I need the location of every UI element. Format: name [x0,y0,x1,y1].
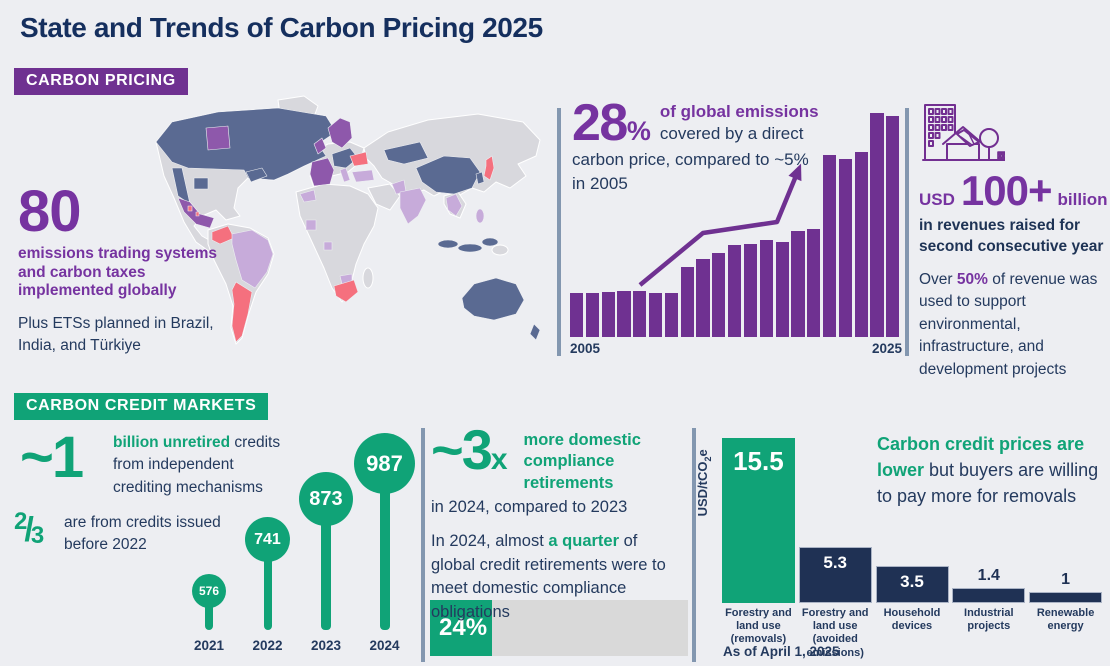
progress-label: 24% [439,614,488,641]
ets-planned-note: Plus ETSs planned in Brazil, India, and … [18,314,214,355]
coverage-line-2: covered by a direct [659,124,804,144]
revenue-unit: billion [1057,190,1108,209]
price-chart: 15.5 5.3 3.5 1.4 1 [720,435,1104,603]
price-chart-asof: As of April 1, 2025 [723,644,840,659]
section-badge-carbon-credit-markets: CARBON CREDIT MARKETS [14,393,269,420]
world-map [155,95,541,345]
coverage-line-1: of global emissions [659,102,819,121]
coverage-percent: 28% [572,94,651,152]
coverage-line-3: carbon price, compared to ~5% [572,150,809,170]
divider-vertical-2 [905,108,909,356]
revenue-bold-line-2: second consecutive year [919,238,1104,256]
price-headline: Carbon credit prices are lower but buyer… [877,434,1099,507]
revenue-amount: 100+ [960,167,1053,214]
ets-count: 80 [18,179,82,244]
unretired-credits-text: billion unretired credits from independe… [113,434,281,496]
price-category-label: Renewable energy [1036,607,1095,633]
revenue-block: USD 100+ billion in revenues raised for … [919,100,1109,381]
section-badge-carbon-pricing: CARBON PRICING [14,68,188,95]
price-chart-ylabel: USD/tCO2e [695,449,713,517]
price-category-label: Forestry and land use (removals) [725,607,792,646]
page-title: State and Trends of Carbon Pricing 2025 [20,12,543,43]
retirements-paragraph: In 2024, almost a quarter of global cred… [431,532,666,621]
retirements-block: ~3x more domestic compliance retirements… [431,418,685,624]
coverage-xtick-2005: 2005 [570,341,601,356]
two-thirds-fraction: 2/3 [14,508,45,549]
city-buildings-icon [922,104,1005,161]
coverage-chart-bars [570,113,902,337]
price-category-label: Forestry and land use (avoided emissions… [801,607,869,659]
coverage-xtick-2025: 2025 [871,341,902,356]
progress-fill: 24% [430,600,492,656]
compliance-share-progress-bar: 24% [430,600,688,656]
revenue-50pct-highlight: 50% [956,270,988,288]
retirements-highlight: more domestic compliance retirements [523,431,641,492]
ets-stat-block: 80 emissions trading systems and carbon … [18,179,233,358]
revenue-detail: Over 50% of revenue was used to support … [919,270,1098,378]
coverage-line-4: in 2005 [572,173,628,193]
divider-vertical-4 [692,428,696,662]
coverage-stat-block: 28% of global emissions covered by a dir… [572,94,914,196]
lollipop-chart: 576 2021 741 2022 873 2023 987 2024 [178,432,416,662]
unretired-credits-number: ~1 [20,425,84,490]
price-category-label: Industrial projects [964,607,1014,633]
revenue-amount-row: USD 100+ billion [919,170,1109,212]
price-chart-categories: Forestry and land use (removals) Forestry… [720,607,1104,660]
price-category-label: Household devices [883,607,941,633]
growth-arrow [638,163,802,287]
divider-vertical-3 [421,428,425,662]
price-headline-highlight: Carbon credit prices are lower [877,434,1085,481]
two-thirds-text: are from credits issued before 2022 [64,514,221,554]
revenue-bold-line-1: in revenues raised for [919,217,1081,234]
retirements-compare-line: in 2024, compared to 2023 [431,498,628,517]
revenue-currency: USD [919,190,955,209]
quarter-highlight: a quarter [548,532,620,551]
divider-vertical-1 [557,108,561,356]
retirements-multiplier: ~3x [431,418,508,481]
ets-count-label: emissions trading systems and carbon tax… [18,245,217,300]
